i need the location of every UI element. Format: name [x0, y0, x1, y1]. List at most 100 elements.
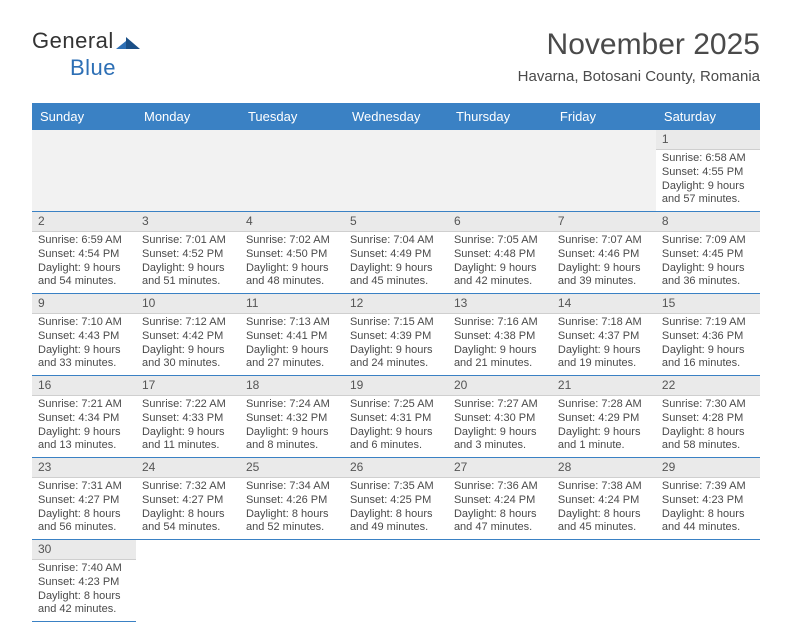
daylight-line: Daylight: 9 hours and 42 minutes.: [454, 262, 546, 290]
day-number: 9: [32, 294, 136, 314]
day-content: Sunrise: 7:31 AMSunset: 4:27 PMDaylight:…: [32, 478, 136, 539]
sunset-line: Sunset: 4:31 PM: [350, 412, 442, 426]
day-number: 25: [240, 458, 344, 478]
calendar-cell: 30Sunrise: 7:40 AMSunset: 4:23 PMDayligh…: [32, 540, 136, 622]
day-number: 24: [136, 458, 240, 478]
day-number: 5: [344, 212, 448, 232]
sunset-line: Sunset: 4:49 PM: [350, 248, 442, 262]
sunset-line: Sunset: 4:42 PM: [142, 330, 234, 344]
logo: GeneralBlue: [32, 28, 142, 81]
calendar-cell: [552, 130, 656, 212]
day-number: 29: [656, 458, 760, 478]
daylight-line: Daylight: 9 hours and 33 minutes.: [38, 344, 130, 372]
day-number: 3: [136, 212, 240, 232]
logo-mark-icon: [116, 29, 142, 55]
calendar-cell: [240, 540, 344, 622]
day-content: Sunrise: 7:15 AMSunset: 4:39 PMDaylight:…: [344, 314, 448, 375]
sunset-line: Sunset: 4:36 PM: [662, 330, 754, 344]
calendar-week-row: 9Sunrise: 7:10 AMSunset: 4:43 PMDaylight…: [32, 294, 760, 376]
daylight-line: Daylight: 9 hours and 51 minutes.: [142, 262, 234, 290]
sunrise-line: Sunrise: 7:04 AM: [350, 234, 442, 248]
daylight-line: Daylight: 9 hours and 3 minutes.: [454, 426, 546, 454]
day-number: 1: [656, 130, 760, 150]
logo-word-2: Blue: [70, 55, 116, 80]
day-number: 17: [136, 376, 240, 396]
day-content: Sunrise: 7:10 AMSunset: 4:43 PMDaylight:…: [32, 314, 136, 375]
calendar-cell: 11Sunrise: 7:13 AMSunset: 4:41 PMDayligh…: [240, 294, 344, 376]
day-content: Sunrise: 7:02 AMSunset: 4:50 PMDaylight:…: [240, 232, 344, 293]
calendar-week-row: 16Sunrise: 7:21 AMSunset: 4:34 PMDayligh…: [32, 376, 760, 458]
sunrise-line: Sunrise: 7:27 AM: [454, 398, 546, 412]
calendar-cell: 21Sunrise: 7:28 AMSunset: 4:29 PMDayligh…: [552, 376, 656, 458]
daylight-line: Daylight: 9 hours and 19 minutes.: [558, 344, 650, 372]
sunset-line: Sunset: 4:43 PM: [38, 330, 130, 344]
day-number: 14: [552, 294, 656, 314]
sunset-line: Sunset: 4:39 PM: [350, 330, 442, 344]
calendar-cell: [32, 130, 136, 212]
day-content: Sunrise: 7:39 AMSunset: 4:23 PMDaylight:…: [656, 478, 760, 539]
sunset-line: Sunset: 4:27 PM: [38, 494, 130, 508]
sunrise-line: Sunrise: 7:34 AM: [246, 480, 338, 494]
calendar-cell: [552, 540, 656, 622]
sunrise-line: Sunrise: 7:12 AM: [142, 316, 234, 330]
sunrise-line: Sunrise: 7:32 AM: [142, 480, 234, 494]
page-subtitle: Havarna, Botosani County, Romania: [518, 68, 760, 85]
sunrise-line: Sunrise: 7:07 AM: [558, 234, 650, 248]
sunrise-line: Sunrise: 7:35 AM: [350, 480, 442, 494]
sunrise-line: Sunrise: 7:40 AM: [38, 562, 130, 576]
sunset-line: Sunset: 4:33 PM: [142, 412, 234, 426]
day-number: 7: [552, 212, 656, 232]
day-content: Sunrise: 7:05 AMSunset: 4:48 PMDaylight:…: [448, 232, 552, 293]
sunset-line: Sunset: 4:34 PM: [38, 412, 130, 426]
calendar-cell: 24Sunrise: 7:32 AMSunset: 4:27 PMDayligh…: [136, 458, 240, 540]
sunrise-line: Sunrise: 7:09 AM: [662, 234, 754, 248]
day-content: Sunrise: 7:28 AMSunset: 4:29 PMDaylight:…: [552, 396, 656, 457]
daylight-line: Daylight: 9 hours and 6 minutes.: [350, 426, 442, 454]
calendar-cell: [344, 130, 448, 212]
day-number: 16: [32, 376, 136, 396]
day-number: 13: [448, 294, 552, 314]
calendar-cell: 25Sunrise: 7:34 AMSunset: 4:26 PMDayligh…: [240, 458, 344, 540]
calendar-header-row: Sunday Monday Tuesday Wednesday Thursday…: [32, 103, 760, 130]
day-content: Sunrise: 7:22 AMSunset: 4:33 PMDaylight:…: [136, 396, 240, 457]
day-content: Sunrise: 7:36 AMSunset: 4:24 PMDaylight:…: [448, 478, 552, 539]
sunset-line: Sunset: 4:50 PM: [246, 248, 338, 262]
day-content: Sunrise: 7:09 AMSunset: 4:45 PMDaylight:…: [656, 232, 760, 293]
calendar-cell: 10Sunrise: 7:12 AMSunset: 4:42 PMDayligh…: [136, 294, 240, 376]
calendar-cell: 16Sunrise: 7:21 AMSunset: 4:34 PMDayligh…: [32, 376, 136, 458]
calendar-table: Sunday Monday Tuesday Wednesday Thursday…: [32, 103, 760, 622]
daylight-line: Daylight: 9 hours and 27 minutes.: [246, 344, 338, 372]
sunset-line: Sunset: 4:23 PM: [662, 494, 754, 508]
day-number: 19: [344, 376, 448, 396]
daylight-line: Daylight: 9 hours and 16 minutes.: [662, 344, 754, 372]
day-content: Sunrise: 6:59 AMSunset: 4:54 PMDaylight:…: [32, 232, 136, 293]
day-number: 27: [448, 458, 552, 478]
sunset-line: Sunset: 4:32 PM: [246, 412, 338, 426]
calendar-cell: 13Sunrise: 7:16 AMSunset: 4:38 PMDayligh…: [448, 294, 552, 376]
sunrise-line: Sunrise: 7:10 AM: [38, 316, 130, 330]
daylight-line: Daylight: 9 hours and 13 minutes.: [38, 426, 130, 454]
sunrise-line: Sunrise: 7:30 AM: [662, 398, 754, 412]
sunrise-line: Sunrise: 7:01 AM: [142, 234, 234, 248]
daylight-line: Daylight: 9 hours and 45 minutes.: [350, 262, 442, 290]
sunset-line: Sunset: 4:41 PM: [246, 330, 338, 344]
day-number: 18: [240, 376, 344, 396]
calendar-cell: 4Sunrise: 7:02 AMSunset: 4:50 PMDaylight…: [240, 212, 344, 294]
sunset-line: Sunset: 4:55 PM: [662, 166, 754, 180]
calendar-cell: 3Sunrise: 7:01 AMSunset: 4:52 PMDaylight…: [136, 212, 240, 294]
dayname-friday: Friday: [552, 103, 656, 130]
sunset-line: Sunset: 4:54 PM: [38, 248, 130, 262]
day-content: Sunrise: 7:35 AMSunset: 4:25 PMDaylight:…: [344, 478, 448, 539]
calendar-cell: 8Sunrise: 7:09 AMSunset: 4:45 PMDaylight…: [656, 212, 760, 294]
daylight-line: Daylight: 8 hours and 58 minutes.: [662, 426, 754, 454]
day-number: 12: [344, 294, 448, 314]
sunrise-line: Sunrise: 7:24 AM: [246, 398, 338, 412]
daylight-line: Daylight: 9 hours and 11 minutes.: [142, 426, 234, 454]
day-content: Sunrise: 7:01 AMSunset: 4:52 PMDaylight:…: [136, 232, 240, 293]
sunrise-line: Sunrise: 7:16 AM: [454, 316, 546, 330]
daylight-line: Daylight: 9 hours and 21 minutes.: [454, 344, 546, 372]
daylight-line: Daylight: 8 hours and 42 minutes.: [38, 590, 130, 618]
dayname-wednesday: Wednesday: [344, 103, 448, 130]
daylight-line: Daylight: 8 hours and 56 minutes.: [38, 508, 130, 536]
daylight-line: Daylight: 9 hours and 48 minutes.: [246, 262, 338, 290]
